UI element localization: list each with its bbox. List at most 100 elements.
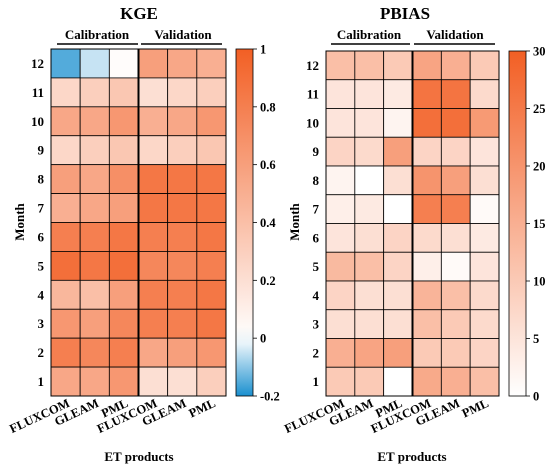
kge-cell-m4-c5 (167, 279, 198, 310)
kge-cell-m2-c3 (108, 337, 139, 368)
kge-cell-m10-c6 (196, 106, 227, 137)
pbias-y-tick-1: 1 (313, 374, 320, 389)
kge-cell-m7-c4 (138, 193, 169, 223)
kge-cell-m10-c4 (138, 106, 169, 137)
kge-x-tick-6: PML (187, 396, 218, 420)
pbias-y-tick-8: 8 (313, 173, 320, 188)
pbias-cell-m6-c6 (469, 223, 500, 253)
kge-cell-m4-c1 (50, 279, 81, 310)
pbias-cell-m3-c5 (440, 309, 471, 339)
pbias-cell-m12-c5 (440, 50, 471, 81)
kge-cell-m9-c4 (138, 135, 169, 166)
pbias-cells (325, 50, 500, 397)
pbias-y-tick-4: 4 (313, 288, 320, 303)
kge-cell-m2-c2 (79, 337, 110, 368)
pbias-cell-m7-c6 (469, 194, 500, 224)
pbias-cell-m9-c4 (412, 136, 442, 167)
pbias-cell-m11-c3 (383, 79, 413, 109)
kge-cell-m3-c6 (196, 308, 227, 339)
kge-cell-m5-c2 (79, 251, 110, 281)
pbias-cell-m4-c1 (325, 280, 356, 311)
kge-cell-m8-c1 (50, 164, 81, 194)
kge-cell-m3-c2 (79, 308, 110, 339)
kge-cell-m3-c5 (167, 308, 198, 339)
pbias-colorbar-tick-10: 10 (533, 275, 546, 289)
kge-y-tick-7: 7 (38, 201, 45, 216)
kge-y-tick-8: 8 (38, 172, 45, 187)
pbias-cell-m1-c6 (469, 366, 500, 397)
pbias-colorbar-tick-5: 5 (533, 332, 539, 346)
pbias-y-tick-2: 2 (313, 345, 320, 360)
pbias-cell-m3-c6 (469, 309, 500, 339)
pbias-cell-m2-c4 (412, 338, 442, 368)
pbias-y-tick-6: 6 (313, 230, 320, 245)
kge-colorbar-tick-0: 0 (260, 332, 266, 346)
pbias-cell-m12-c3 (383, 50, 413, 81)
kge-cell-m9-c1 (50, 135, 81, 166)
pbias-cell-m8-c4 (412, 165, 442, 196)
kge-cell-m4-c2 (79, 279, 110, 310)
kge-cell-m11-c5 (167, 77, 198, 108)
pbias-group-validation: Validation (426, 27, 484, 42)
kge-cell-m3-c1 (50, 308, 81, 339)
pbias-y-axis-label: Month (287, 202, 302, 240)
pbias-cell-m5-c2 (354, 251, 385, 282)
kge-cell-m1-c6 (196, 366, 227, 397)
pbias-cell-m6-c3 (383, 223, 413, 253)
pbias-cell-m12-c6 (469, 50, 500, 81)
kge-x-axis-label: ET products (104, 449, 173, 464)
pbias-cell-m8-c5 (440, 165, 471, 196)
pbias-cell-m10-c4 (412, 108, 442, 138)
kge-cell-m5-c3 (108, 251, 139, 281)
pbias-cell-m1-c1 (325, 366, 356, 397)
kge-y-tick-11: 11 (32, 85, 44, 100)
pbias-cell-m10-c5 (440, 108, 471, 138)
pbias-cell-m11-c2 (354, 79, 385, 109)
kge-cell-m2-c5 (167, 337, 198, 368)
kge-y-axis-label: Month (12, 202, 27, 240)
kge-colorbar-tick--0.2: -0.2 (260, 390, 280, 404)
pbias-y-tick-7: 7 (313, 202, 320, 217)
pbias-cell-m2-c1 (325, 338, 356, 368)
kge-cell-m10-c5 (167, 106, 198, 137)
kge-cell-m11-c2 (79, 77, 110, 108)
kge-cell-m12-c1 (50, 48, 81, 79)
kge-cell-m9-c5 (167, 135, 198, 166)
pbias-cell-m10-c3 (383, 108, 413, 138)
pbias-panel: PBIAS Calibration Validation 12111098765… (282, 4, 545, 464)
kge-colorbar-tick-0.2: 0.2 (260, 274, 276, 288)
pbias-cell-m4-c5 (440, 280, 471, 311)
kge-cell-m4-c6 (196, 279, 227, 310)
pbias-colorbar-tick-15: 15 (533, 217, 546, 231)
kge-colorbar-tick-0.8: 0.8 (260, 100, 276, 114)
pbias-cell-m6-c5 (440, 223, 471, 253)
kge-cell-m10-c3 (108, 106, 139, 137)
pbias-cell-m7-c3 (383, 194, 413, 224)
kge-cell-m8-c3 (108, 164, 139, 194)
kge-group-calibration: Calibration (65, 27, 130, 42)
kge-cell-m1-c1 (50, 366, 81, 397)
kge-cell-m11-c1 (50, 77, 81, 108)
pbias-cell-m11-c4 (412, 79, 442, 109)
kge-cell-m9-c2 (79, 135, 110, 166)
kge-colorbar-tick-0.6: 0.6 (260, 158, 276, 172)
kge-cell-m11-c3 (108, 77, 139, 108)
kge-panel: KGE Calibration Validation 1211109876543… (7, 4, 279, 464)
pbias-cell-m8-c1 (325, 165, 356, 196)
pbias-y-tick-10: 10 (306, 115, 319, 130)
pbias-cell-m7-c5 (440, 194, 471, 224)
kge-colorbar: -0.2 0 0.2 0.4 0.6 0.8 1 (235, 43, 280, 404)
pbias-cell-m8-c3 (383, 165, 413, 196)
kge-cell-m5-c6 (196, 251, 227, 281)
pbias-x-axis-label: ET products (377, 449, 446, 464)
kge-cell-m1-c5 (167, 366, 198, 397)
pbias-cell-m5-c5 (440, 251, 471, 282)
pbias-cell-m9-c3 (383, 136, 413, 167)
kge-cell-m11-c6 (196, 77, 227, 108)
kge-cell-m5-c1 (50, 251, 81, 281)
pbias-cell-m7-c2 (354, 194, 385, 224)
kge-cell-m9-c6 (196, 135, 227, 166)
pbias-cell-m1-c3 (383, 366, 413, 397)
pbias-cell-m6-c1 (325, 223, 356, 253)
